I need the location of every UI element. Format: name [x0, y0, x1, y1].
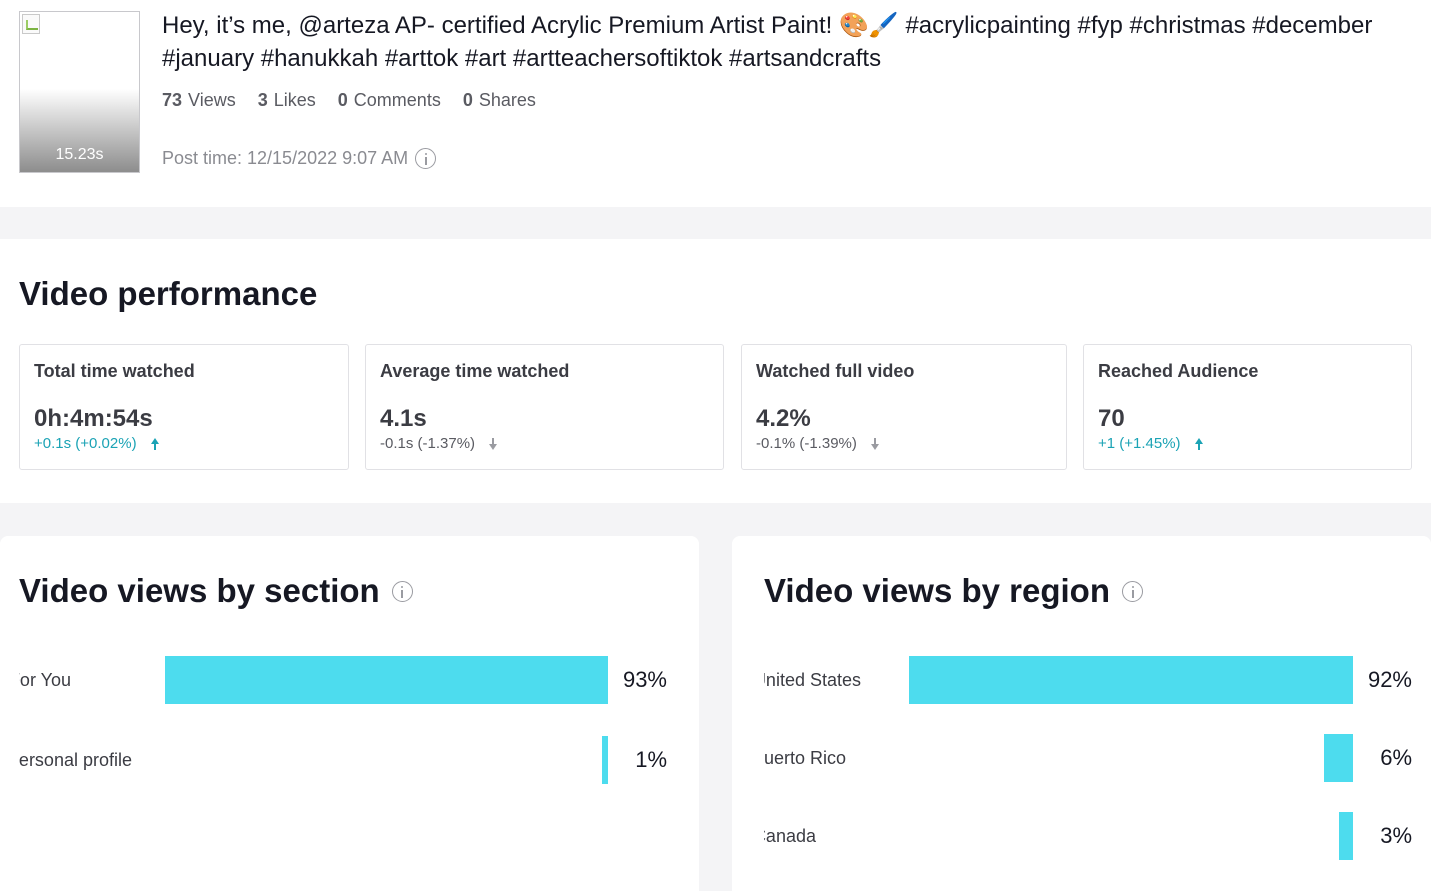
info-icon[interactable] — [415, 148, 437, 169]
metric-change: -0.1% (-1.39%) — [756, 435, 1052, 452]
metric-change-text: +0.1s (+0.02%) — [34, 435, 137, 452]
stat-label: Views — [188, 90, 236, 110]
stat-label: Comments — [353, 90, 441, 110]
section-row-percent: 93% — [622, 667, 667, 692]
region-row-bar — [1324, 734, 1353, 782]
video-duration: 15.23s — [55, 146, 104, 163]
region-row-bar — [908, 656, 1353, 704]
arrow-down-icon — [489, 437, 498, 450]
metric-change: -0.1s (-1.37%) — [380, 435, 709, 452]
views-by-region-panel: Video views by region United States 92% … — [732, 536, 1431, 891]
region-row-label: Canada — [764, 826, 816, 846]
region-row-percent: 6% — [1380, 745, 1412, 770]
video-thumbnail[interactable]: 15.23s — [19, 11, 140, 173]
section-row: Personal profile 1% — [0, 736, 699, 784]
metric-label: Watched full video — [756, 361, 915, 381]
stat-value: 73 — [162, 90, 183, 110]
section-title: Video performance — [19, 275, 318, 312]
post-time: Post time: 12/15/2022 9:07 AM — [162, 148, 437, 169]
region-row-label: Puerto Rico — [764, 748, 846, 768]
stat-label: Shares — [478, 90, 536, 110]
metric-card-average-time: Average time watched 4.1s -0.1s (-1.37%) — [365, 344, 724, 470]
metric-change-text: -0.1% (-1.39%) — [756, 435, 857, 452]
section-row-bar — [165, 656, 608, 704]
arrow-down-icon — [870, 437, 879, 450]
section-title-text: Video views by region — [764, 572, 1111, 609]
arrow-up-icon — [1194, 437, 1203, 450]
views-by-section-panel: Video views by section For You 93% Perso… — [0, 536, 699, 891]
region-row-label: United States — [764, 670, 861, 690]
section-title: Video views by section — [19, 572, 413, 610]
metric-card-total-time: Total time watched 0h:4m:54s +0.1s (+0.0… — [19, 344, 349, 470]
stat-likes: 3 Likes — [258, 90, 316, 111]
section-row-percent: 1% — [635, 747, 667, 772]
broken-image-icon — [22, 14, 40, 34]
metric-label: Reached Audience — [1098, 361, 1259, 381]
section-row-label: For You — [19, 670, 71, 690]
info-icon[interactable] — [1122, 580, 1144, 602]
info-icon[interactable] — [391, 580, 413, 602]
metric-label: Average time watched — [380, 361, 570, 381]
stat-shares: 0 Shares — [463, 90, 536, 111]
stat-views: 73 Views — [162, 90, 236, 111]
section-row-bar — [602, 736, 608, 784]
region-row: Canada 3% — [732, 812, 1431, 860]
arrow-up-icon — [150, 437, 159, 450]
post-time-text: Post time: 12/15/2022 9:07 AM — [162, 148, 409, 168]
metric-value: 4.2% — [756, 405, 811, 432]
metric-value: 0h:4m:54s — [34, 405, 153, 432]
stat-value: 0 — [337, 90, 348, 110]
section-title-text: Video views by section — [19, 572, 380, 609]
metric-change: +0.1s (+0.02%) — [34, 435, 334, 452]
video-stats: 73 Views 3 Likes 0 Comments 0 Shares — [162, 90, 536, 111]
metric-change-text: +1 (+1.45%) — [1098, 435, 1181, 452]
metric-card-watched-full: Watched full video 4.2% -0.1% (-1.39%) — [741, 344, 1067, 470]
metric-value: 70 — [1098, 405, 1125, 432]
video-performance-section: Video performance Total time watched 0h:… — [0, 239, 1431, 503]
video-caption: Hey, it’s me, @arteza AP- certified Acry… — [162, 12, 1373, 72]
metric-change: +1 (+1.45%) — [1098, 435, 1397, 452]
stat-value: 3 — [257, 90, 268, 110]
metric-label: Total time watched — [34, 361, 195, 381]
section-title: Video views by region — [764, 572, 1144, 610]
metric-change-text: -0.1s (-1.37%) — [380, 435, 476, 452]
section-row: For You 93% — [0, 656, 699, 704]
stat-label: Likes — [273, 90, 316, 110]
region-row-percent: 3% — [1380, 823, 1412, 848]
region-row: Puerto Rico 6% — [732, 734, 1431, 782]
stat-value: 0 — [462, 90, 473, 110]
metric-card-reached-audience: Reached Audience 70 +1 (+1.45%) — [1083, 344, 1412, 470]
region-row-percent: 92% — [1367, 667, 1412, 692]
stat-comments: 0 Comments — [338, 90, 441, 111]
region-row-bar — [1338, 812, 1353, 860]
metric-value: 4.1s — [380, 405, 427, 432]
video-header: 15.23s Hey, it’s me, @arteza AP- certifi… — [0, 0, 1431, 207]
section-row-label: Personal profile — [19, 750, 132, 770]
region-row: United States 92% — [732, 656, 1431, 704]
